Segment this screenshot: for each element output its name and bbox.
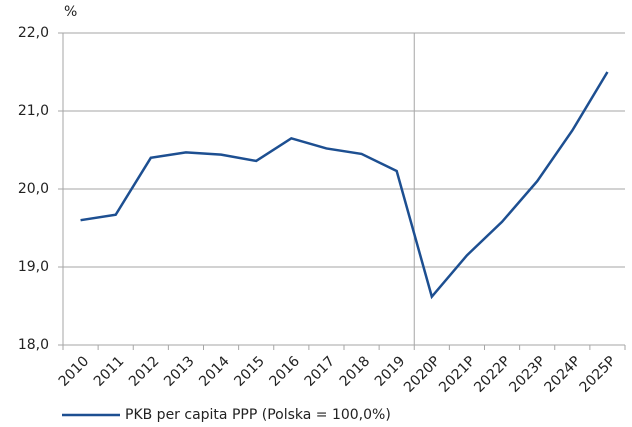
x-tick-label: 2013 — [161, 353, 198, 390]
x-tick-label: 2020P — [401, 353, 443, 395]
x-tick-label: 2025P — [577, 353, 619, 395]
x-tick-label: 2014 — [196, 353, 233, 390]
x-tick-label: 2021P — [436, 353, 478, 395]
y-tick-label: 18,0 — [18, 337, 49, 353]
x-tick-label: 2012 — [126, 353, 163, 390]
y-tick-label: 20,0 — [18, 181, 49, 197]
x-tick-label: 2018 — [337, 353, 374, 390]
y-tick-label: 21,0 — [18, 103, 49, 119]
legend-label: PKB per capita PPP (Polska = 100,0%) — [125, 407, 391, 423]
x-tick-label: 2016 — [266, 353, 303, 390]
x-tick-label: 2011 — [91, 353, 128, 390]
x-tick-label: 2022P — [471, 353, 513, 395]
x-tick-label: 2023P — [506, 353, 548, 395]
series-line — [80, 71, 609, 300]
y-tick-label: 22,0 — [18, 25, 49, 41]
x-tick-label: 2017 — [302, 353, 339, 390]
y-tick-label: 19,0 — [18, 259, 49, 275]
x-tick-label: 2015 — [231, 353, 268, 390]
x-tick-label: 2024P — [541, 353, 583, 395]
y-axis-unit: % — [64, 4, 77, 20]
x-tick-label: 2010 — [56, 353, 93, 390]
